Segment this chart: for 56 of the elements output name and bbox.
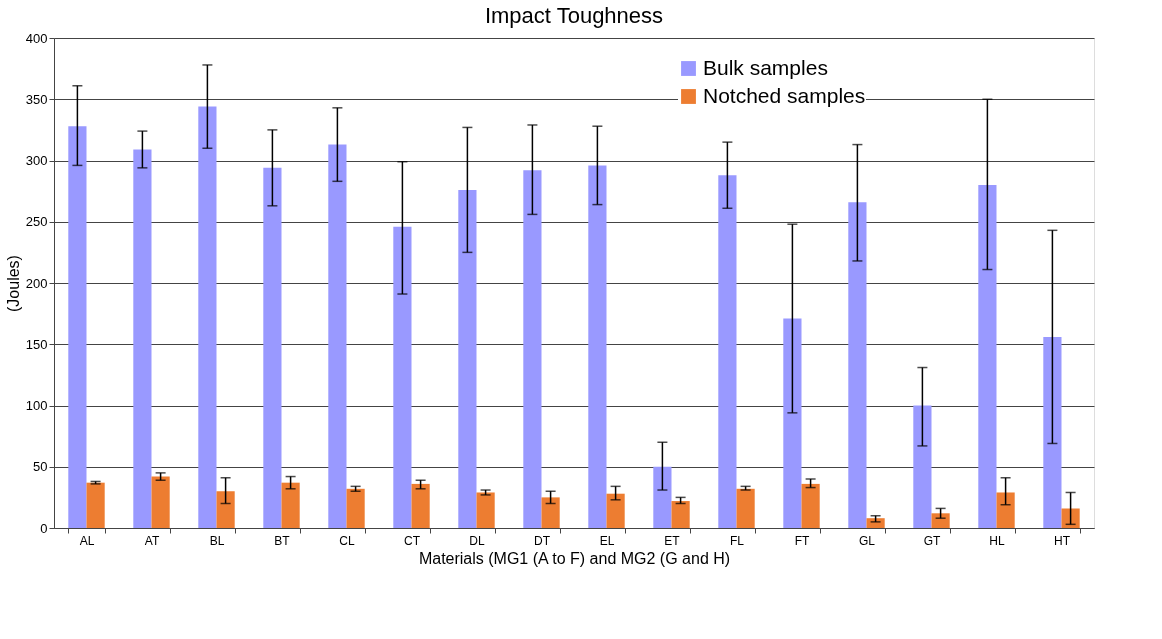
bar — [913, 405, 932, 528]
chart-title: Impact Toughness — [484, 3, 664, 28]
bar — [606, 493, 625, 528]
legend-label: Bulk samples — [703, 55, 828, 79]
bar — [393, 226, 412, 528]
y-tick-label: 250 — [25, 214, 48, 230]
bar — [281, 482, 300, 528]
bar — [848, 202, 867, 528]
x-tick-label: DL — [469, 533, 485, 548]
y-tick-label: 100 — [25, 398, 48, 413]
x-tick-label: GL — [858, 533, 876, 548]
bar — [736, 488, 755, 528]
y-axis-title: (Joules) — [4, 255, 22, 312]
bar — [718, 175, 737, 528]
bar — [588, 165, 607, 528]
y-tick-label: 150 — [25, 336, 48, 352]
bar — [68, 126, 87, 528]
bar — [996, 492, 1015, 528]
bar — [1043, 336, 1062, 528]
y-tick-label: 300 — [25, 153, 48, 168]
x-tick-label: CL — [339, 533, 355, 548]
bar — [216, 491, 235, 528]
bar — [978, 185, 997, 528]
bar — [86, 482, 105, 528]
x-tick-label: HT — [1054, 533, 1071, 548]
y-tick-label: 200 — [25, 275, 48, 291]
x-tick-label: BT — [274, 533, 291, 548]
legend-label: Notched samples — [703, 83, 866, 107]
bar — [198, 106, 217, 528]
y-tick-label: 350 — [25, 91, 48, 107]
x-tick-label: ET — [664, 533, 681, 548]
bar — [653, 466, 672, 528]
bar — [801, 483, 820, 528]
bar — [1061, 508, 1080, 528]
bar — [328, 144, 347, 528]
bar — [931, 513, 950, 528]
y-tick-label: 50 — [33, 459, 48, 475]
x-tick-label: CT — [404, 533, 421, 548]
x-axis-title: Materials (MG1 (A to F) and MG2 (G and H) — [418, 549, 731, 567]
x-tick-label: HL — [989, 533, 1005, 548]
x-tick-label: BL — [209, 533, 225, 548]
x-tick-label: EL — [599, 533, 615, 548]
y-tick-label: 400 — [25, 30, 48, 46]
x-tick-label: GT — [923, 533, 941, 548]
x-tick-label: FT — [794, 533, 810, 548]
x-tick-label: AT — [144, 533, 160, 548]
bar — [133, 149, 152, 528]
bar — [523, 170, 542, 528]
bar — [458, 189, 477, 528]
bar — [783, 318, 802, 528]
bar — [263, 167, 282, 528]
x-tick-label: FL — [729, 533, 745, 548]
y-tick-label: 0 — [40, 520, 48, 536]
x-tick-label: AL — [79, 533, 95, 548]
x-tick-label: DT — [534, 533, 551, 548]
bar — [541, 497, 560, 528]
